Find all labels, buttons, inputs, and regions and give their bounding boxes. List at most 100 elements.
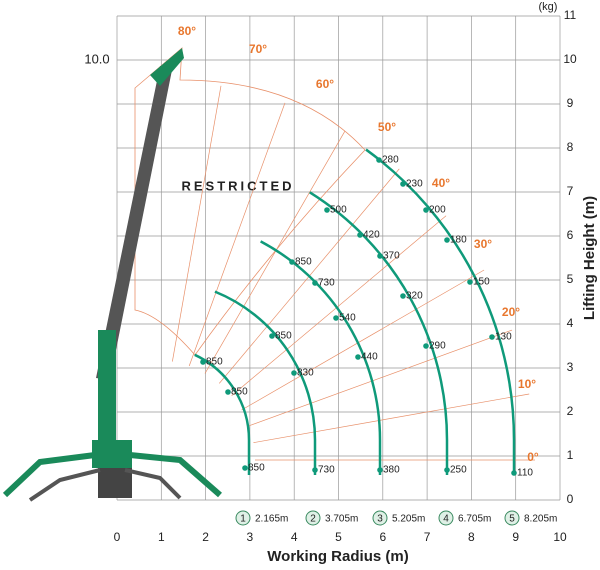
y-tick-label: 7 [567,184,574,198]
load-label: 200 [429,205,446,216]
load-arc [309,191,449,475]
x-tick-label: 6 [379,530,386,544]
restricted-zone [134,47,366,356]
grid [116,15,561,501]
angle-label: 10° [518,377,536,391]
arc-radius: 8.205m [524,514,557,525]
restricted-label: RESTRICTED [181,178,294,193]
load-label: 130 [495,332,512,343]
arc-radius: 6.705m [458,514,491,525]
x-tick-label: 5 [335,530,342,544]
x-title: Working Radius (m) [267,548,408,565]
angle-line [248,329,513,427]
angle-label: 40° [432,176,450,190]
angle-label: 50° [378,120,396,134]
x-tick-label: 1 [158,530,165,544]
y-tick-label: 4 [567,316,574,330]
x-tick-label: 10 [553,530,567,544]
y-tick-label: 6 [567,228,574,242]
load-point [400,181,406,187]
arc-radius: 3.705m [325,514,358,525]
load-point [423,207,429,213]
angle-label: 20° [502,305,520,319]
y-tick-label: 3 [567,360,574,374]
arc-number: 1 [240,514,246,525]
load-point [376,157,382,163]
arc-number: 2 [310,514,316,525]
y-tick-label: 5 [567,272,574,286]
load-label: 380 [383,465,400,476]
load-point [400,293,406,299]
x-tick-label: 9 [512,530,519,544]
angle-line [253,393,530,443]
arc-number: 5 [509,514,515,525]
x-tick-label: 2 [202,530,209,544]
load-label: 290 [429,341,446,352]
load-label: 730 [318,278,335,289]
arc-badge [504,510,520,526]
arc-badge [305,510,321,526]
angle-label: 30° [474,237,492,251]
angle-label: 0° [527,450,539,464]
load-point [225,389,231,395]
load-point [355,354,361,360]
unit: (kg) [539,1,558,13]
y-tick-label: 10 [563,52,577,66]
angle-line [241,269,485,411]
load-point [242,465,248,471]
x-tick-label: 0 [114,530,121,544]
load-label: 500 [330,205,347,216]
angle-line [204,130,346,374]
x-tick-label: 7 [424,530,431,544]
load-label: 150 [473,277,490,288]
crane [2,48,222,502]
load-point [291,370,297,376]
y-tick-label: 2 [567,404,574,418]
load-point [377,467,383,473]
load-arc [214,290,317,475]
load-label: 440 [361,352,378,363]
load-point [511,470,517,476]
x-tick-label: 4 [291,530,298,544]
y-tick-label: 1 [567,448,574,462]
y-tick-label: 11 [564,8,577,22]
angle-line [231,215,447,396]
load-point [312,467,318,473]
load-label: 730 [318,465,335,476]
arc-badge [372,510,388,526]
arc-badge [235,510,251,526]
angle-label: 60° [316,77,334,91]
arc-radius: 5.205m [392,514,425,525]
load-label: 830 [297,368,314,379]
load-label: 180 [450,235,467,246]
y-title: Lifting Height (m) [581,196,598,320]
arc-number: 4 [443,514,449,525]
load-point [289,259,295,265]
load-label: 250 [450,465,467,476]
load-point [269,333,275,339]
y-tick-label: 8 [567,140,574,154]
load-point [357,232,363,238]
load-point [333,315,339,321]
angle-label: 70° [249,42,267,56]
angle-label: 80° [178,24,196,38]
load-label: 850 [295,257,312,268]
load-label: 420 [363,230,380,241]
load-label: 850 [206,357,223,368]
arcs [172,85,535,476]
load-arc [260,240,382,475]
load-point [312,280,318,286]
y-tick-label: 9 [567,96,574,110]
arc-number: 3 [377,514,383,525]
load-label: 230 [406,179,423,190]
load-label: 280 [382,155,399,166]
load-label: 110 [517,468,533,479]
load-point [423,343,429,349]
load-point [324,207,330,213]
y-tick-label: 0 [567,492,574,506]
load-arc [194,353,251,475]
arc-badge [438,510,454,526]
load-point [489,334,495,340]
load-label: 320 [406,291,423,302]
